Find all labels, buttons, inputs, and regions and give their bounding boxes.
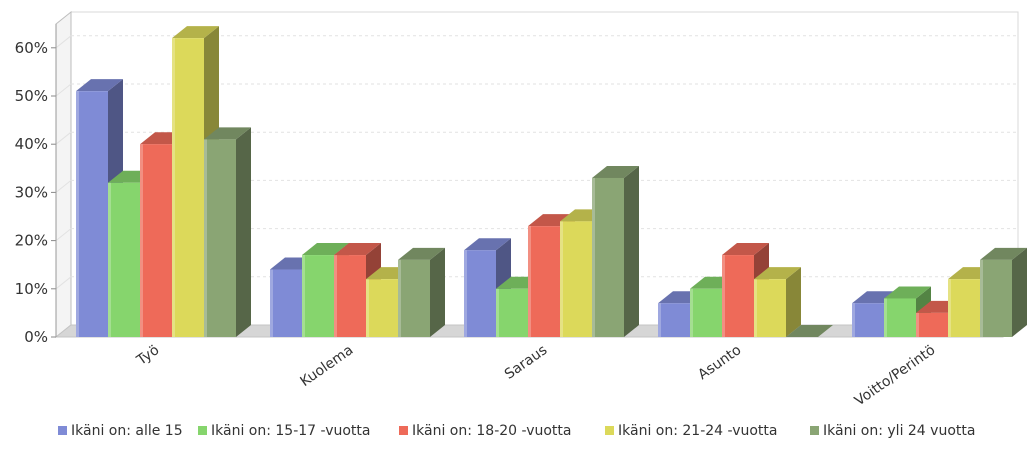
x-tick-label: Kuolema — [297, 342, 356, 390]
x-tick-label: Työ — [133, 342, 162, 369]
legend-swatch — [399, 426, 408, 435]
legend-label: Ikäni on: 21-24 -vuotta — [618, 423, 777, 439]
legend-swatch — [58, 426, 67, 435]
x-tick-label: Saraus — [502, 342, 550, 383]
legend-label: Ikäni on: yli 24 vuotta — [823, 423, 975, 439]
y-tick-label: 40% — [15, 135, 48, 153]
legend-swatch — [605, 426, 614, 435]
legend-label: Ikäni on: 15-17 -vuotta — [211, 423, 370, 439]
bar — [754, 267, 801, 337]
legend-swatch — [810, 426, 819, 435]
bar — [398, 247, 445, 337]
bar-group — [658, 243, 833, 337]
legend-item[interactable]: Ikäni on: yli 24 vuotta — [810, 423, 975, 439]
legend-item[interactable]: Ikäni on: 21-24 -vuotta — [605, 423, 777, 439]
legend[interactable]: Ikäni on: alle 15 Ikäni on: 15-17 -vuotta… — [58, 423, 975, 439]
legend-label: Ikäni on: 18-20 -vuotta — [412, 423, 571, 439]
bar-group — [464, 165, 639, 337]
bar-group — [270, 243, 445, 337]
y-tick-label: 0% — [24, 328, 48, 346]
bar-group — [852, 247, 1027, 337]
x-tick-label: Voitto/Perintö — [852, 342, 938, 409]
x-axis: Työ Kuolema Saraus Asunto Voitto/Perintö — [133, 342, 938, 409]
bar — [980, 247, 1027, 337]
legend-item[interactable]: Ikäni on: alle 15 — [58, 423, 183, 439]
bar-group — [76, 26, 251, 338]
legend-label: Ikäni on: alle 15 — [71, 423, 183, 439]
y-tick-label: 50% — [15, 87, 48, 105]
y-tick-label: 10% — [15, 280, 48, 298]
bar — [592, 165, 639, 337]
legend-item[interactable]: Ikäni on: 18-20 -vuotta — [399, 423, 571, 439]
bar — [204, 127, 251, 337]
bars — [76, 26, 1027, 338]
y-tick-label: 20% — [15, 232, 48, 250]
bar — [786, 325, 833, 337]
y-tick-label: 30% — [15, 183, 48, 201]
y-tick-label: 60% — [15, 39, 48, 57]
y-axis: 0% 10% 20% 30% 40% 50% 60% — [15, 24, 57, 346]
legend-item[interactable]: Ikäni on: 15-17 -vuotta — [198, 423, 370, 439]
legend-swatch — [198, 426, 207, 435]
x-tick-label: Asunto — [695, 342, 744, 383]
